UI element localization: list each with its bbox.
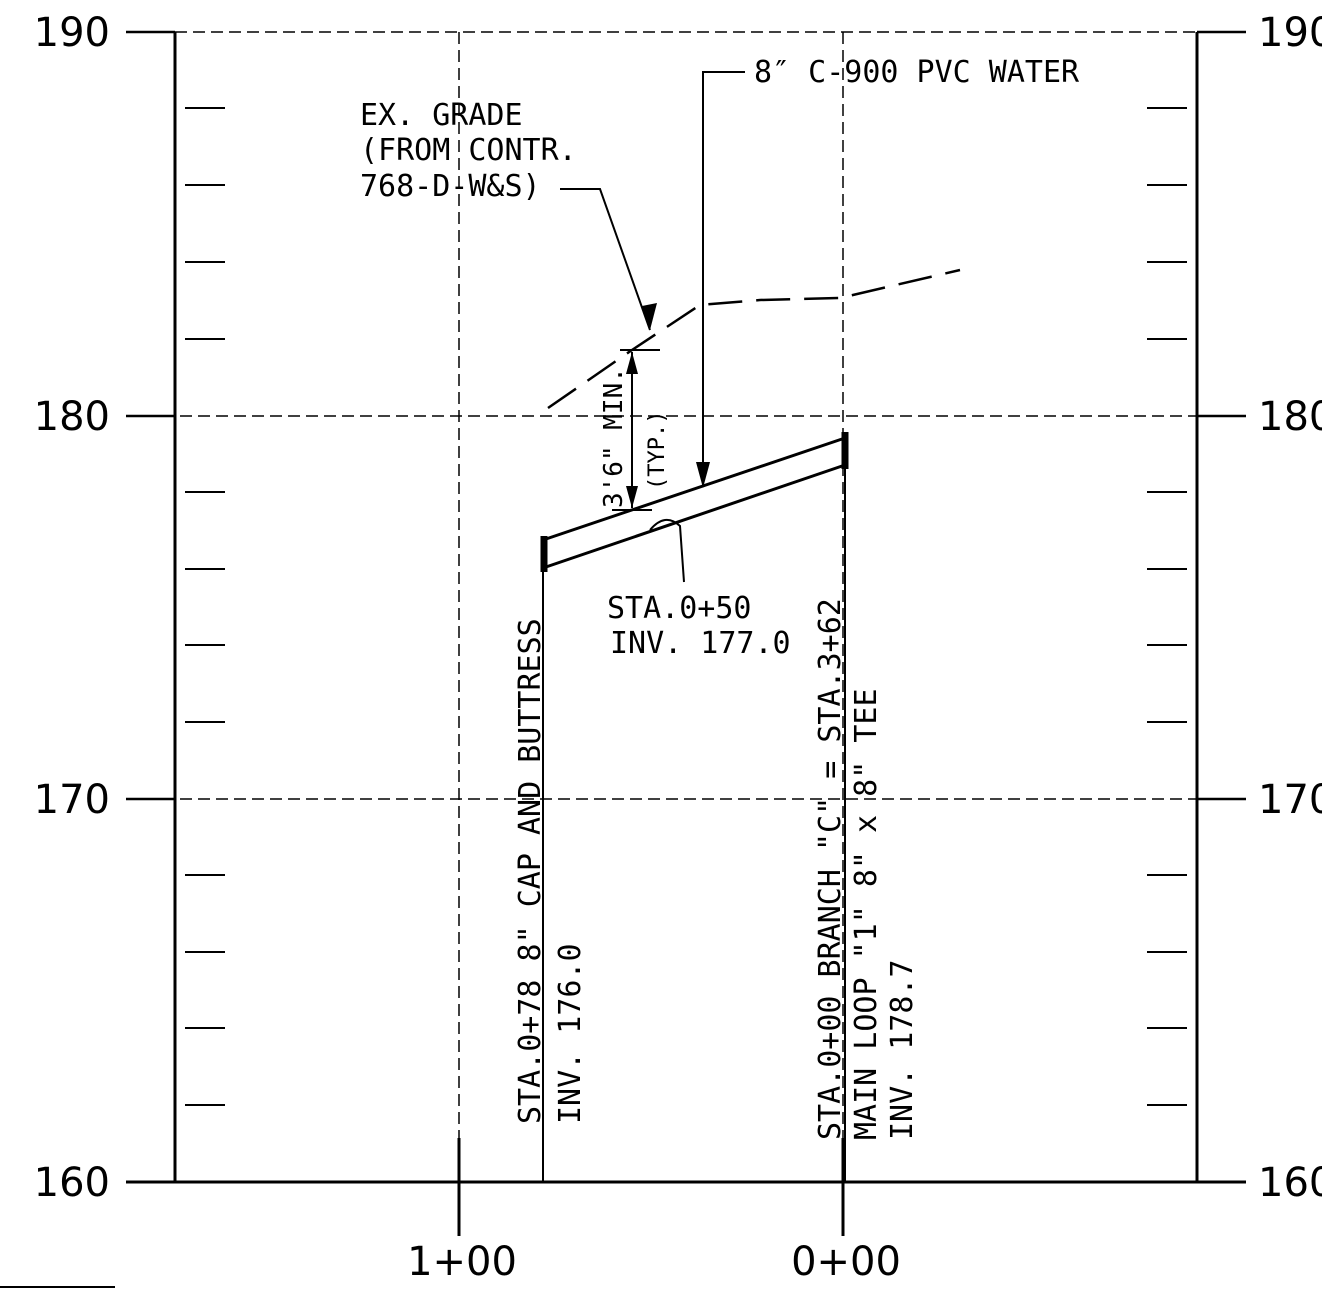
elev-label-170-right: 170 (1258, 777, 1322, 823)
station-label-1+00: 1+00 (407, 1239, 517, 1285)
ex-grade-line-2: (FROM CONTR. (360, 133, 577, 168)
pipe-bottom-line (542, 463, 846, 570)
elev-label-180-right: 180 (1258, 394, 1322, 440)
ex-grade-line-3: 768-D-W&S) (360, 169, 541, 204)
ex-grade-arrowhead (642, 303, 657, 330)
cover-dim-label: 3'6" MIN. (599, 367, 629, 508)
existing-grade-line (547, 268, 961, 410)
elev-label-160-right: 160 (1258, 1160, 1322, 1206)
pipe-label: 8″ C-900 PVC WATER (754, 55, 1080, 90)
station-label-0+00: 0+00 (791, 1239, 901, 1285)
tee-station-line-2: MAIN LOOP "1" 8" x 8" TEE (849, 688, 884, 1140)
tee-station-line-1: STA.0+00 BRANCH "C" = STA.3+62 (813, 598, 848, 1140)
elev-label-160-left: 160 (34, 1160, 110, 1206)
pipe-label-arrowhead (696, 462, 710, 488)
mid-station-line-1: STA.0+50 (607, 591, 752, 626)
elev-label-180-left: 180 (34, 394, 110, 440)
minor-ticks (185, 107, 1187, 1106)
cap-station-line-1: STA.0+78 8" CAP AND BUTTRESS (513, 618, 548, 1124)
ex-grade-line-1: EX. GRADE (360, 98, 523, 133)
cover-dim-arrow-top (626, 352, 638, 374)
pipe-label-leader (702, 71, 745, 485)
cover-dim-arrow-bottom (626, 486, 638, 508)
elev-label-190-right: 190 (1258, 10, 1322, 56)
tee-station-line-3: INV. 178.7 (885, 959, 920, 1140)
mid-station-line-2: INV. 177.0 (610, 626, 791, 661)
pipe-top-line (542, 436, 846, 542)
elev-label-170-left: 170 (34, 777, 110, 823)
cover-dim-typ-label: (TYP.) (645, 411, 670, 490)
cap-station-line-2: INV. 176.0 (553, 943, 588, 1124)
mid-station-leader (649, 519, 685, 583)
ex-grade-leader (560, 188, 651, 331)
elev-label-190-left: 190 (34, 10, 110, 56)
